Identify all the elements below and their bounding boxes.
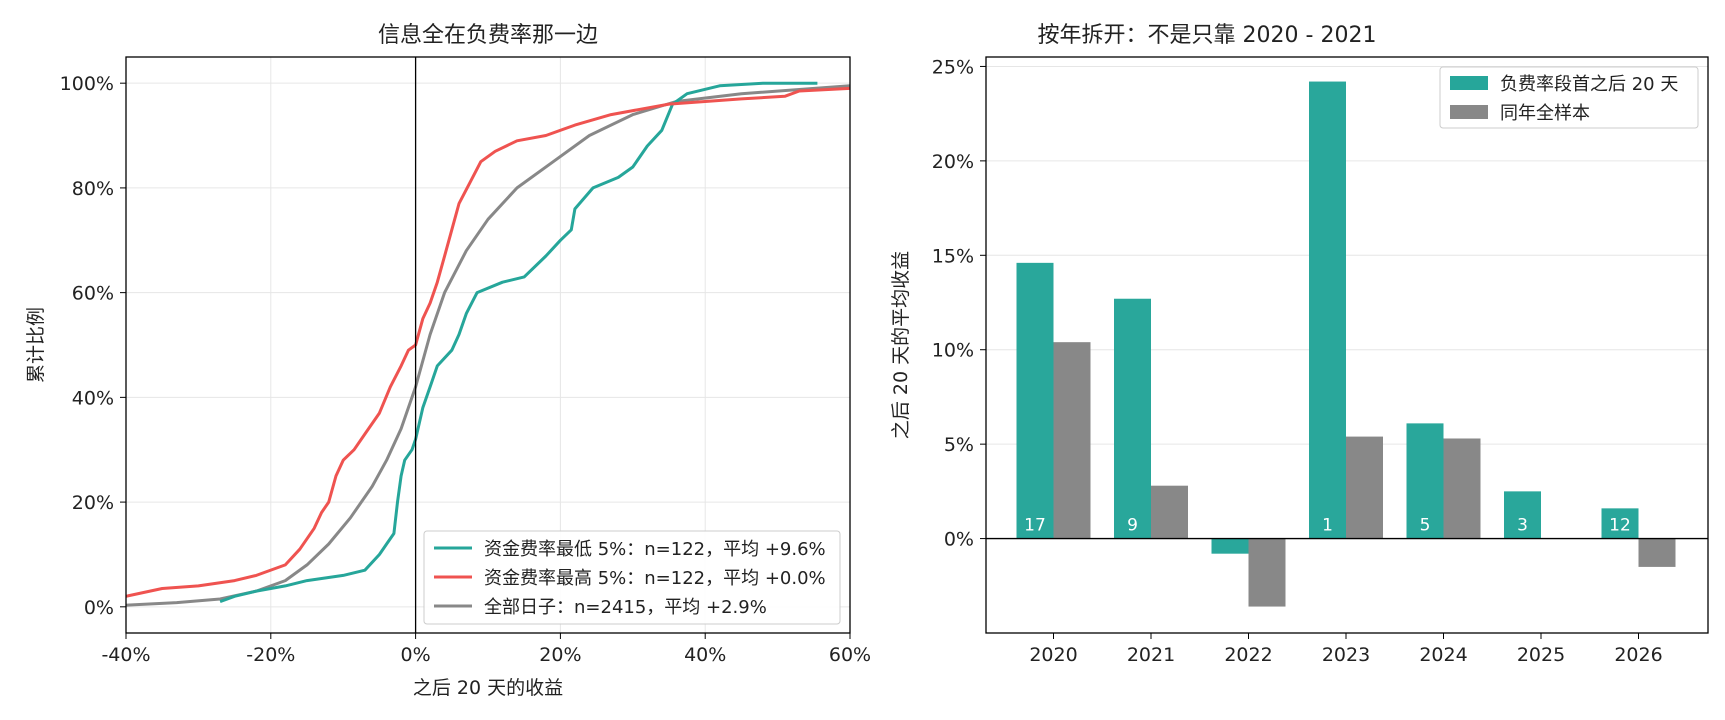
- bar-post-negative-2020: [1016, 262, 1054, 539]
- cdf-series-lines: [125, 81, 851, 607]
- bar-legend-box: [1439, 66, 1699, 129]
- bar-same-year-2026: [1638, 538, 1676, 567]
- cdf-x-tick-label: -20%: [246, 644, 295, 666]
- cdf-x-tick-label: 20%: [539, 644, 581, 666]
- cdf-y-tick-label: 20%: [72, 492, 114, 514]
- bar-same-year-2021: [1151, 485, 1188, 539]
- cdf-x-tick-label: 0%: [401, 644, 431, 666]
- cdf-y-ticks: 0% 20% 40% 60% 80% 100%: [60, 73, 126, 619]
- bar-count-label: 1: [1322, 516, 1333, 536]
- bar-same-year-2022: [1248, 538, 1286, 607]
- bar-x-tick-label: 2021: [1127, 644, 1175, 666]
- bar-same-year-2024: [1443, 438, 1481, 539]
- bar-same-year-2020: [1053, 342, 1091, 539]
- cdf-legend: 资金费率最低 5%：n=122，平均 +9.6% 资金费率最高 5%：n=122…: [423, 530, 841, 625]
- bar-x-tick-label: 2020: [1029, 644, 1077, 666]
- bar-plot-frame: [985, 56, 1709, 634]
- bar-count-labels: 17 9 1 5 3 12: [1024, 516, 1631, 536]
- cdf-line-all-days: [125, 84, 851, 607]
- bar-count-label: 3: [1517, 516, 1528, 536]
- legend-label-same-year: 同年全样本: [1500, 103, 1590, 124]
- bar-y-tick-label: 20%: [932, 151, 974, 173]
- bar-x-tick-label: 2026: [1614, 644, 1662, 666]
- bar-x-tick-label: 2024: [1419, 644, 1467, 666]
- cdf-x-tick-label: 60%: [829, 644, 871, 666]
- cdf-plot-frame: [125, 56, 851, 634]
- cdf-y-tick-label: 60%: [72, 283, 114, 305]
- bar-post-negative-2021: [1114, 298, 1151, 539]
- yearly-bar-chart: 按年拆开：不是只靠 2020 - 2021 17 9 1 5 3 12 2020 2021 2…: [890, 23, 1709, 666]
- cdf-x-ticks: -40% -20% 0% 20% 40% 60%: [101, 633, 871, 666]
- bar-post-negative-2026: [1601, 508, 1639, 539]
- bar-x-tick-label: 2022: [1224, 644, 1272, 666]
- bar-y-ticks: 0% 5% 10% 15% 20% 25%: [932, 56, 986, 551]
- cdf-y-tick-label: 80%: [72, 178, 114, 200]
- bar-y-tick-label: 10%: [932, 340, 974, 362]
- bar-legend: 负费率段首之后 20 天 同年全样本: [1439, 66, 1699, 129]
- bar-x-tick-label: 2023: [1322, 644, 1370, 666]
- legend-label-post-negative: 负费率段首之后 20 天: [1500, 74, 1678, 95]
- bar-y-tick-label: 15%: [932, 245, 974, 267]
- bar-series: [1016, 81, 1676, 607]
- bar-count-label: 9: [1127, 516, 1138, 536]
- bar-y-axis-label: 之后 20 天的平均收益: [890, 251, 912, 439]
- legend-swatch-post-negative: [1450, 76, 1488, 90]
- cdf-y-axis-label: 累计比例: [25, 307, 47, 383]
- cdf-chart-title: 信息全在负费率那一边: [378, 23, 598, 48]
- bar-count-label: 5: [1420, 516, 1431, 536]
- cdf-y-tick-label: 0%: [84, 597, 114, 619]
- bar-y-tick-label: 0%: [944, 529, 974, 551]
- legend-label-high-funding: 资金费率最高 5%：n=122，平均 +0.0%: [484, 568, 826, 589]
- cdf-x-tick-label: -40%: [101, 644, 150, 666]
- bar-count-label: 17: [1024, 516, 1046, 536]
- cdf-x-axis-label: 之后 20 天的收益: [413, 677, 563, 699]
- cdf-chart: 信息全在负费率那一边 -40% -20% 0% 20% 40% 60% 0% 20% 40% 6…: [25, 23, 871, 699]
- cdf-y-tick-label: 40%: [72, 387, 114, 409]
- bar-x-tick-label: 2025: [1517, 644, 1565, 666]
- bar-y-tick-label: 5%: [944, 434, 974, 456]
- bar-x-ticks: 2020 2021 2022 2023 2024 2025 2026: [1029, 633, 1663, 666]
- bar-y-tick-label: 25%: [932, 56, 974, 78]
- cdf-line-low-funding: [219, 81, 818, 604]
- bar-post-negative-2022: [1211, 538, 1249, 554]
- bar-chart-title: 按年拆开：不是只靠 2020 - 2021: [1038, 23, 1377, 48]
- cdf-legend-box: [423, 530, 841, 625]
- bar-post-negative-2023: [1309, 81, 1346, 539]
- bar-post-negative-2024: [1406, 423, 1444, 539]
- legend-label-low-funding: 资金费率最低 5%：n=122，平均 +9.6%: [484, 539, 826, 560]
- cdf-x-tick-label: 40%: [684, 644, 726, 666]
- legend-label-all-days: 全部日子：n=2415，平均 +2.9%: [484, 597, 767, 618]
- bar-count-label: 12: [1609, 516, 1631, 536]
- bar-post-negative-2025: [1504, 491, 1541, 539]
- bar-same-year-2023: [1346, 436, 1383, 539]
- legend-swatch-same-year: [1450, 105, 1488, 119]
- cdf-line-high-funding: [125, 86, 851, 598]
- cdf-y-tick-label: 100%: [60, 73, 114, 95]
